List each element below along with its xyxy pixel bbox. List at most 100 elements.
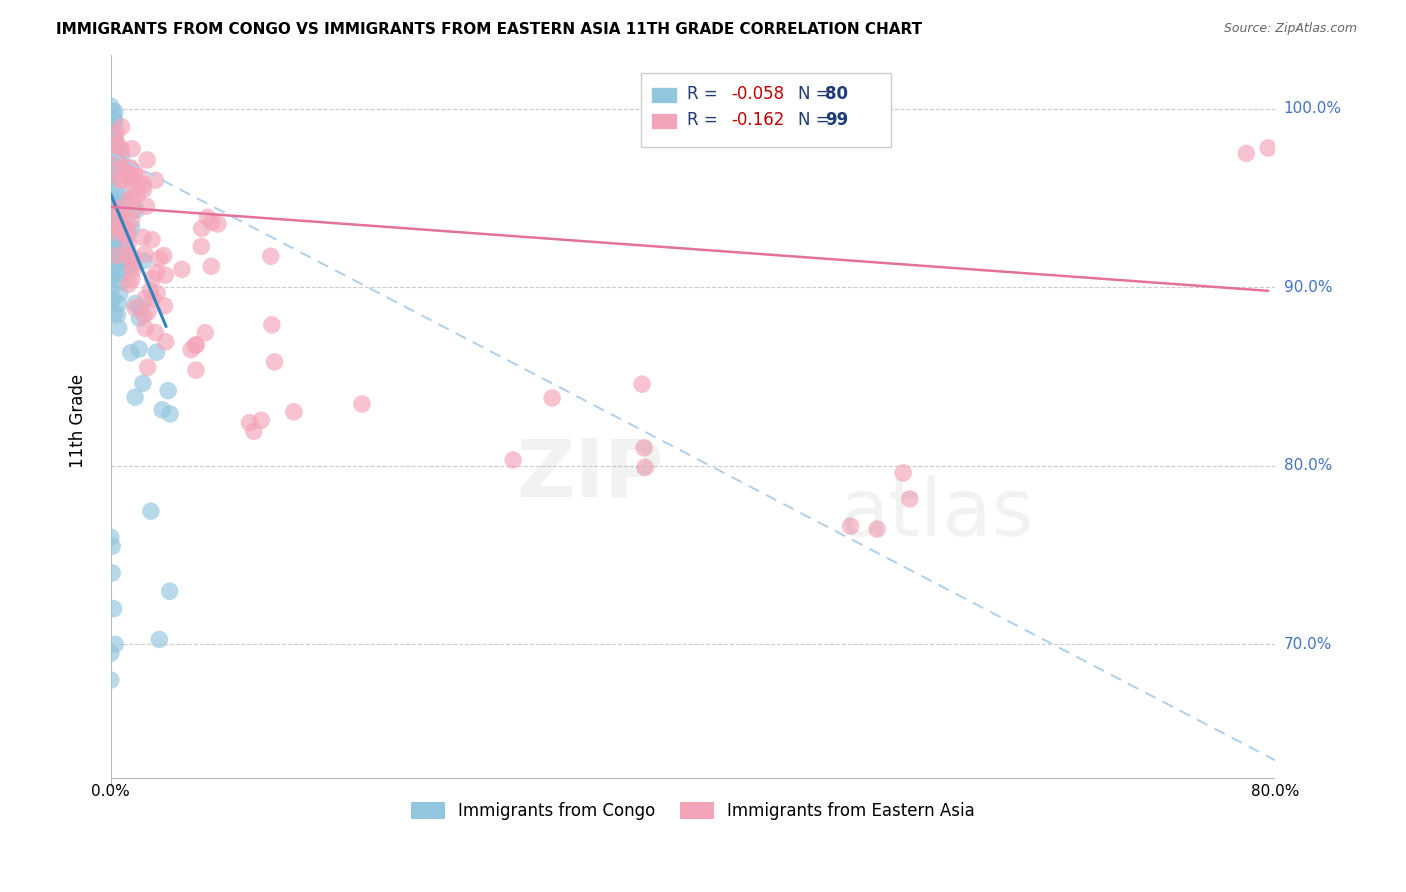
- Point: [201, 215, 224, 229]
- Point: [121, 142, 143, 156]
- Point: [502, 453, 524, 467]
- Point: [104, 105, 127, 120]
- Point: [159, 584, 181, 599]
- Point: [132, 308, 155, 322]
- Point: [100, 272, 122, 286]
- Point: [129, 301, 152, 315]
- Text: 80: 80: [825, 85, 848, 103]
- Point: [128, 342, 150, 356]
- Legend: Immigrants from Congo, Immigrants from Eastern Asia: Immigrants from Congo, Immigrants from E…: [405, 795, 981, 826]
- Point: [103, 112, 125, 127]
- Point: [136, 305, 159, 319]
- Point: [100, 210, 122, 224]
- Point: [108, 156, 131, 170]
- Point: [101, 539, 124, 553]
- Point: [1234, 146, 1257, 161]
- Point: [121, 272, 143, 286]
- Point: [114, 173, 136, 187]
- Point: [114, 234, 136, 248]
- Point: [101, 103, 124, 118]
- Point: [100, 235, 122, 250]
- Point: [124, 301, 146, 315]
- Point: [100, 159, 122, 173]
- Point: [120, 161, 142, 175]
- Point: [115, 223, 138, 237]
- Point: [101, 126, 124, 140]
- Point: [100, 193, 122, 207]
- Point: [107, 202, 129, 216]
- Point: [263, 355, 285, 369]
- Point: [141, 233, 163, 247]
- Bar: [641, 73, 891, 146]
- Point: [103, 204, 125, 219]
- Point: [112, 244, 135, 258]
- Point: [117, 254, 139, 268]
- Point: [110, 223, 132, 237]
- Point: [260, 318, 283, 332]
- Point: [100, 646, 122, 660]
- Point: [283, 405, 305, 419]
- Point: [111, 210, 134, 224]
- Point: [148, 632, 170, 647]
- Point: [107, 220, 129, 235]
- Point: [121, 190, 143, 204]
- Point: [132, 178, 155, 192]
- Point: [107, 308, 129, 322]
- Bar: [651, 87, 676, 103]
- Point: [120, 175, 142, 189]
- Point: [170, 262, 193, 277]
- Point: [127, 178, 149, 192]
- Point: [128, 311, 150, 326]
- Point: [124, 165, 146, 179]
- Point: [100, 244, 122, 258]
- Text: 80.0%: 80.0%: [1284, 458, 1331, 474]
- Point: [633, 441, 655, 455]
- Point: [107, 226, 129, 240]
- Point: [121, 220, 143, 235]
- Point: [898, 491, 921, 506]
- Point: [111, 255, 134, 269]
- Point: [117, 227, 139, 241]
- Point: [104, 185, 127, 199]
- Point: [105, 126, 128, 140]
- Point: [103, 306, 125, 320]
- Point: [145, 345, 167, 359]
- Point: [103, 241, 125, 255]
- Point: [180, 343, 202, 357]
- Point: [190, 221, 212, 235]
- Point: [100, 99, 122, 113]
- Point: [105, 211, 128, 225]
- Point: [117, 236, 139, 251]
- Point: [111, 160, 134, 174]
- Point: [100, 165, 122, 179]
- Point: [108, 286, 131, 301]
- Text: -0.162: -0.162: [731, 112, 785, 129]
- Point: [891, 466, 914, 480]
- Point: [110, 267, 132, 281]
- Point: [103, 234, 125, 248]
- Text: 80.0%: 80.0%: [1251, 783, 1299, 798]
- Point: [104, 203, 127, 218]
- Point: [124, 390, 146, 404]
- Point: [107, 202, 129, 216]
- Point: [101, 260, 124, 274]
- Text: ZIP: ZIP: [517, 435, 664, 514]
- Point: [634, 460, 657, 475]
- Point: [115, 220, 138, 235]
- Point: [243, 424, 266, 438]
- Point: [142, 271, 165, 285]
- Point: [866, 522, 889, 536]
- Point: [100, 208, 122, 222]
- Point: [541, 391, 564, 405]
- Point: [117, 163, 139, 178]
- Point: [104, 637, 127, 651]
- Point: [145, 265, 167, 279]
- Point: [110, 142, 132, 156]
- Point: [1257, 141, 1279, 155]
- Point: [104, 238, 127, 252]
- Point: [186, 337, 208, 351]
- Point: [839, 519, 862, 533]
- Point: [111, 148, 134, 162]
- Point: [125, 202, 148, 217]
- Point: [143, 326, 166, 340]
